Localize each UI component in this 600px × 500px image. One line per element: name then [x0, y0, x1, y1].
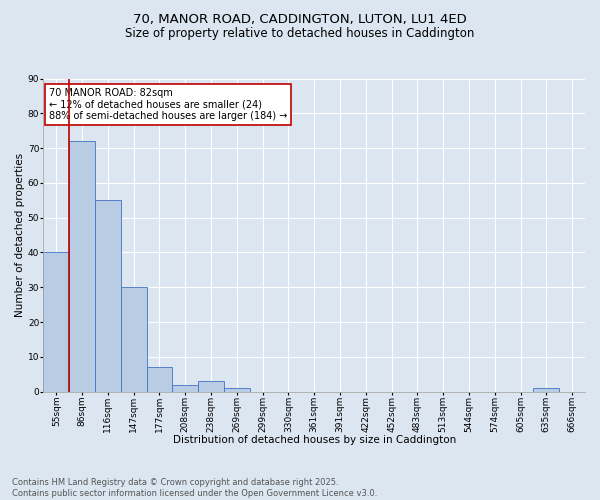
Text: Size of property relative to detached houses in Caddington: Size of property relative to detached ho…	[125, 28, 475, 40]
Bar	[198, 381, 224, 392]
Bar	[43, 252, 69, 392]
Bar	[121, 288, 146, 392]
Text: 70 MANOR ROAD: 82sqm
← 12% of detached houses are smaller (24)
88% of semi-detac: 70 MANOR ROAD: 82sqm ← 12% of detached h…	[49, 88, 287, 121]
Y-axis label: Number of detached properties: Number of detached properties	[15, 153, 25, 317]
Text: Contains HM Land Registry data © Crown copyright and database right 2025.
Contai: Contains HM Land Registry data © Crown c…	[12, 478, 377, 498]
Text: 70, MANOR ROAD, CADDINGTON, LUTON, LU1 4ED: 70, MANOR ROAD, CADDINGTON, LUTON, LU1 4…	[133, 12, 467, 26]
Bar	[224, 388, 250, 392]
Bar	[95, 200, 121, 392]
Bar	[533, 388, 559, 392]
X-axis label: Distribution of detached houses by size in Caddington: Distribution of detached houses by size …	[173, 435, 456, 445]
Bar	[69, 141, 95, 392]
Bar	[172, 384, 198, 392]
Bar	[146, 368, 172, 392]
